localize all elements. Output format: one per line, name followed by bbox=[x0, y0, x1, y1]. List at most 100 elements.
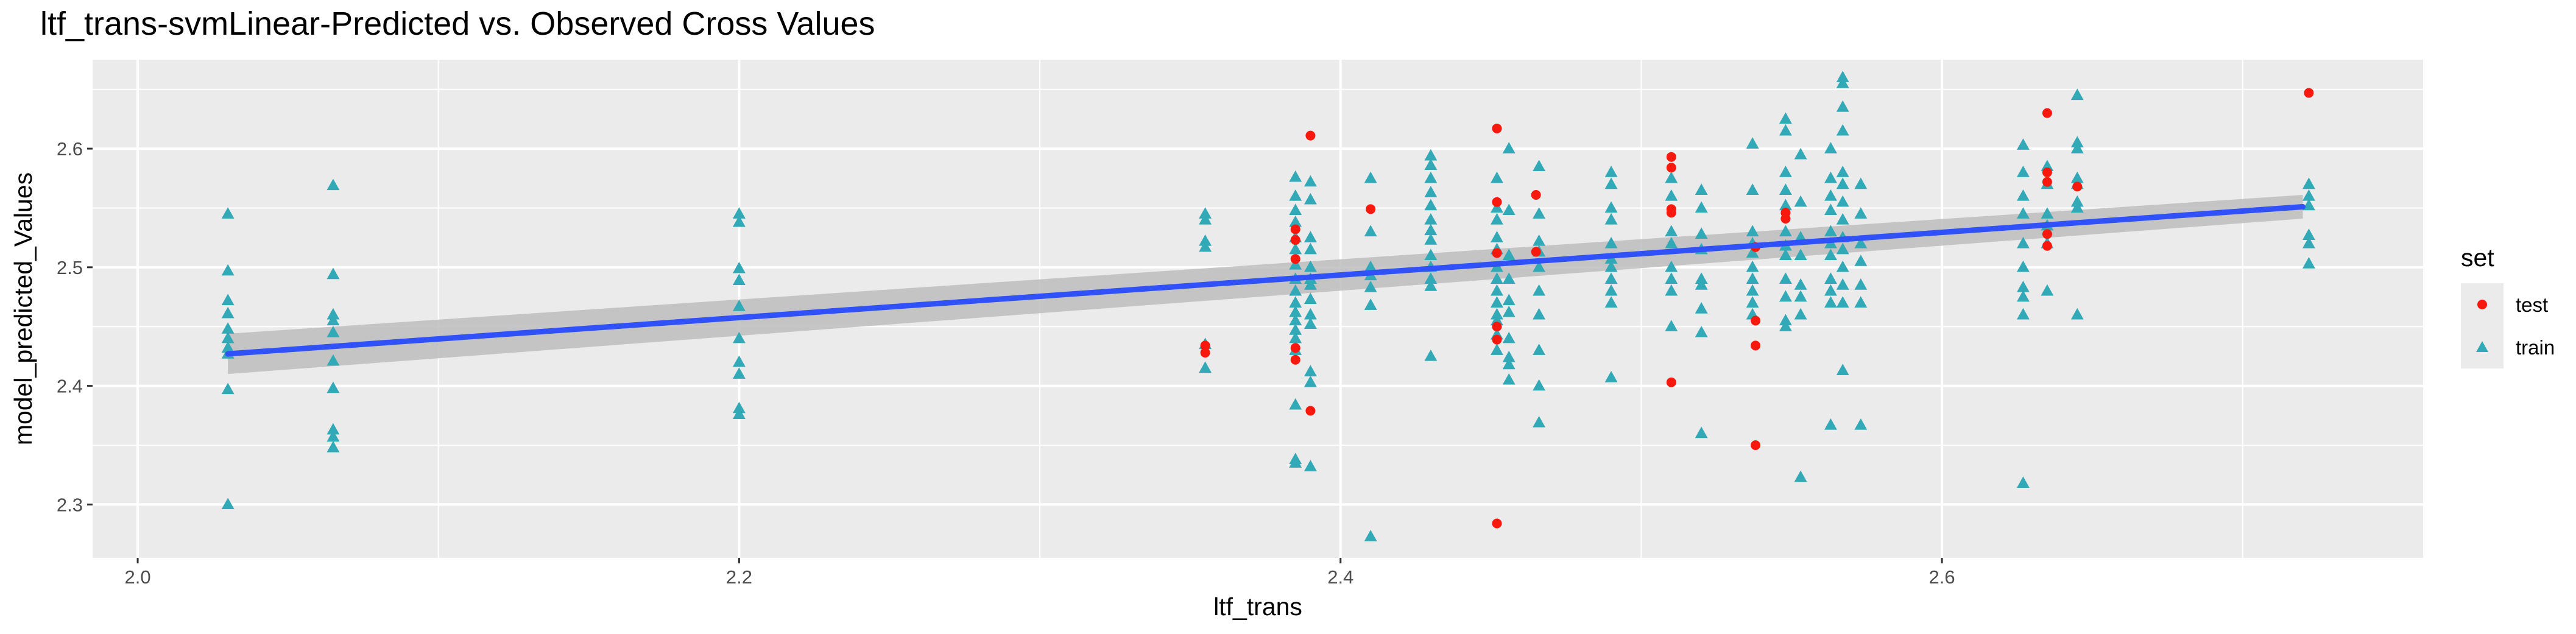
train-point bbox=[2016, 236, 2030, 248]
test-point bbox=[1492, 518, 1502, 529]
train-point bbox=[1289, 284, 1302, 296]
train-point bbox=[2041, 207, 2054, 219]
train-point bbox=[1854, 296, 1868, 308]
train-point bbox=[2302, 256, 2315, 269]
test-point bbox=[1492, 334, 1502, 345]
train-point bbox=[1199, 207, 1212, 219]
fit-line-layer bbox=[225, 204, 2306, 357]
train-point bbox=[1304, 192, 1317, 205]
train-point bbox=[1779, 112, 1792, 124]
train-point bbox=[1794, 248, 1807, 261]
train-point bbox=[1304, 175, 1317, 187]
train-point bbox=[2070, 88, 2084, 100]
test-point bbox=[1666, 377, 1676, 387]
test-point bbox=[1290, 354, 1300, 365]
train-point bbox=[1491, 296, 1503, 308]
train-point bbox=[221, 341, 235, 353]
y-tick-label: 2.4 bbox=[57, 376, 83, 397]
legend-title: set bbox=[2461, 244, 2494, 272]
train-point bbox=[1824, 171, 1837, 183]
train-point bbox=[1836, 242, 1849, 255]
train-point bbox=[1824, 418, 1837, 430]
train-point bbox=[1289, 170, 1302, 182]
train-point bbox=[1779, 166, 1792, 177]
train-point bbox=[1836, 166, 1849, 177]
train-point bbox=[1665, 272, 1678, 284]
train-point bbox=[2070, 201, 2084, 213]
train-point bbox=[1779, 124, 1792, 136]
legend-label-train: train bbox=[2516, 336, 2555, 359]
test-point bbox=[1751, 440, 1761, 450]
train-point bbox=[1502, 294, 1516, 306]
train-point bbox=[1424, 233, 1438, 245]
train-point bbox=[2016, 138, 2030, 150]
train-point bbox=[1491, 201, 1503, 213]
train-point bbox=[1665, 320, 1678, 331]
train-point bbox=[1533, 284, 1546, 296]
train-point bbox=[1794, 278, 1807, 290]
train-point bbox=[1665, 284, 1678, 296]
train-point bbox=[1779, 183, 1792, 195]
train-point bbox=[221, 207, 235, 219]
train-point bbox=[1502, 350, 1516, 362]
train-point bbox=[1604, 260, 1618, 272]
train-point bbox=[2016, 476, 2030, 488]
train-point bbox=[1604, 213, 1618, 225]
train-point bbox=[1824, 296, 1837, 308]
train-point bbox=[732, 261, 746, 273]
train-point bbox=[1502, 305, 1516, 317]
train-point bbox=[1304, 317, 1317, 329]
train-point bbox=[1491, 308, 1503, 320]
train-point bbox=[1854, 255, 1868, 266]
train-point bbox=[1533, 260, 1546, 272]
train-point bbox=[1836, 364, 1849, 375]
legend-marker-test bbox=[2477, 300, 2487, 309]
train-point bbox=[1364, 260, 1377, 272]
train-point bbox=[1779, 225, 1792, 237]
train-point bbox=[1289, 296, 1302, 308]
test-point bbox=[1290, 343, 1300, 353]
train-point bbox=[1289, 305, 1302, 317]
x-tick-label: 2.6 bbox=[1929, 566, 1955, 588]
y-tick-label: 2.3 bbox=[57, 494, 83, 515]
train-point bbox=[1836, 124, 1849, 136]
train-point bbox=[1502, 331, 1516, 343]
train-point bbox=[1304, 292, 1317, 305]
test-point bbox=[2042, 108, 2052, 118]
train-point bbox=[2016, 166, 2030, 177]
train-point bbox=[1779, 272, 1792, 284]
train-point bbox=[1424, 248, 1438, 261]
test-point bbox=[1666, 152, 1676, 162]
train-point bbox=[732, 300, 746, 311]
train-point bbox=[1424, 158, 1438, 171]
train-point bbox=[2070, 195, 2084, 207]
train-point bbox=[221, 322, 235, 334]
axes: 2.0 2.2 2.4 2.6 2.3 2.4 2.5 2.6 bbox=[57, 138, 1955, 588]
train-point bbox=[2016, 260, 2030, 272]
train-point bbox=[326, 267, 340, 280]
train-point bbox=[1746, 183, 1759, 195]
train-point bbox=[1502, 358, 1516, 370]
train-point bbox=[1502, 248, 1516, 261]
train-point bbox=[1533, 308, 1546, 320]
train-point bbox=[1304, 308, 1317, 320]
train-point bbox=[1304, 278, 1317, 290]
train-point bbox=[221, 498, 235, 510]
train-point bbox=[326, 430, 340, 442]
train-point bbox=[1836, 100, 1849, 112]
train-point bbox=[1533, 207, 1546, 219]
train-point bbox=[2016, 280, 2030, 292]
train-point bbox=[2016, 308, 2030, 320]
train-point bbox=[1854, 278, 1868, 290]
train-point bbox=[1502, 203, 1516, 216]
test-point bbox=[1751, 315, 1761, 326]
train-point bbox=[2016, 207, 2030, 219]
train-point bbox=[2016, 290, 2030, 302]
train-point bbox=[1604, 272, 1618, 284]
train-point bbox=[1794, 308, 1807, 320]
train-point bbox=[1604, 370, 1618, 382]
train-point bbox=[1794, 147, 1807, 160]
train-point bbox=[1604, 166, 1618, 177]
train-point bbox=[1665, 189, 1678, 201]
train-point bbox=[1746, 296, 1759, 308]
